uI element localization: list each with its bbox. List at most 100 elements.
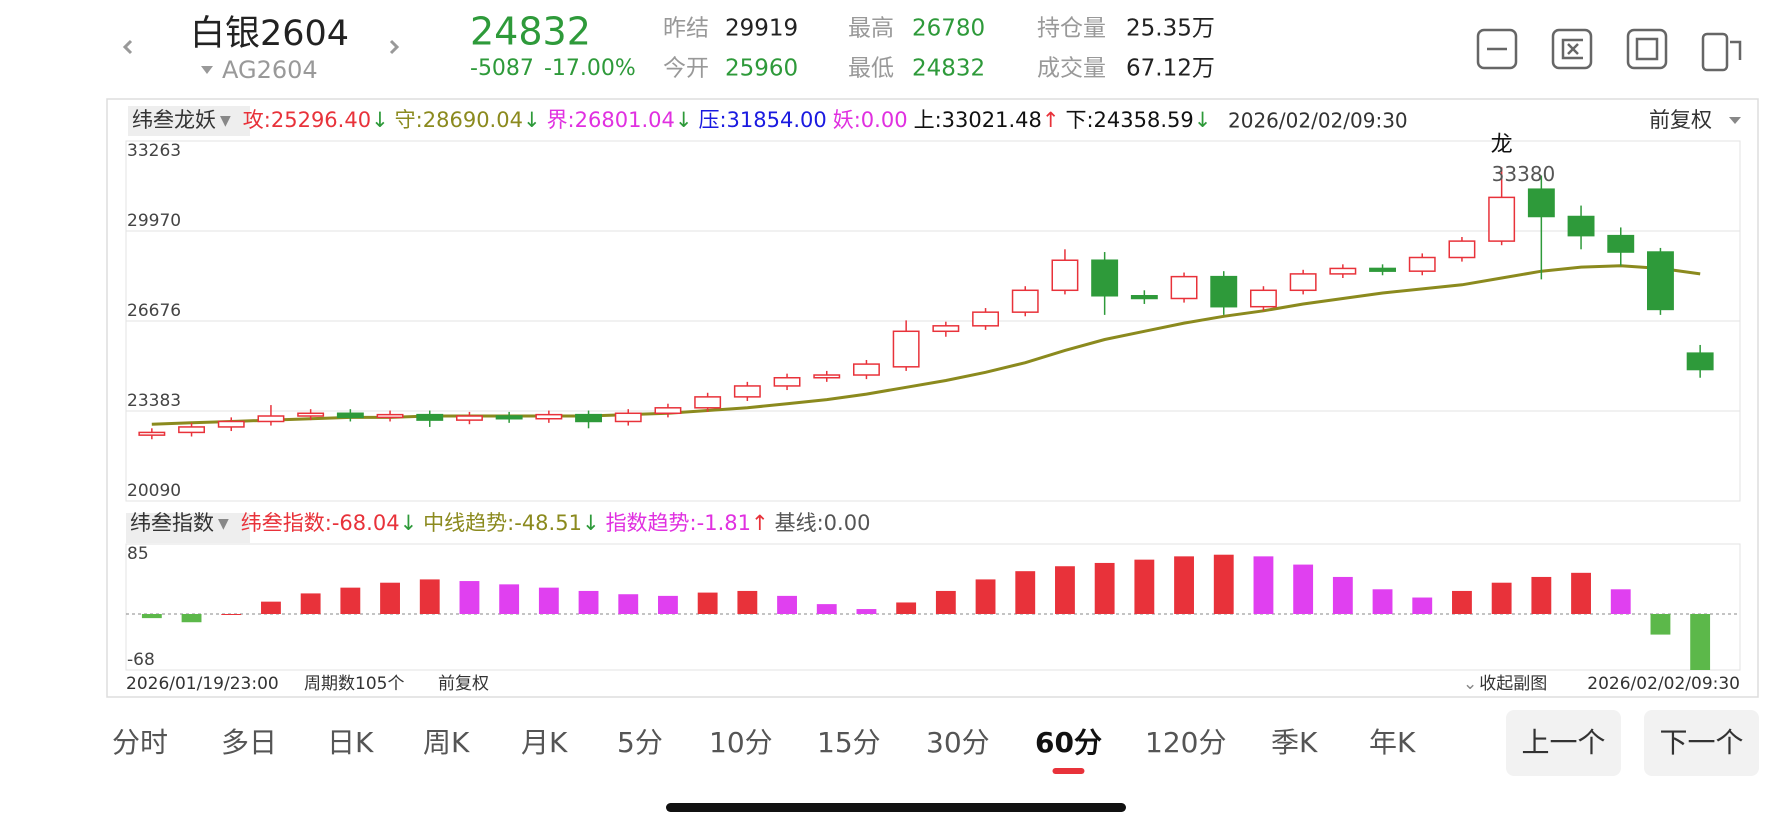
nav-button-bg[interactable] [1506, 710, 1621, 776]
sub-bar [1610, 589, 1631, 614]
icon-phone[interactable] [1701, 32, 1729, 72]
sub-bar [221, 614, 242, 615]
nav-button-bg[interactable] [1644, 710, 1759, 776]
sub-bar [1094, 562, 1115, 614]
y-tick-label: 33263 [127, 141, 181, 161]
indicator-name: 纬叁指数 [130, 511, 214, 535]
candle-body [217, 420, 245, 428]
icon-minimize[interactable] [1476, 28, 1518, 70]
stat-label: 最高 [848, 16, 894, 42]
sub-bar [697, 592, 718, 614]
candle-body [1567, 215, 1595, 237]
contract-code: AG2604 [222, 56, 318, 84]
candle-body [1408, 256, 1436, 272]
candle-body [773, 376, 801, 387]
sub-legend: 纬叁指数 ▼ 纬叁指数:-68.04↓ 中线趋势:-48.51↓ 指数趋势:-1.81↑… [130, 511, 870, 535]
sub-bar [1650, 614, 1671, 635]
start-time: 2026/01/19/23:00 [126, 674, 279, 694]
legend-arrow: ↓ [1194, 108, 1212, 132]
period-tab[interactable]: 月K [521, 726, 568, 759]
legend-arrow: ↓ [582, 511, 600, 535]
period-tab[interactable]: 日K [327, 726, 374, 759]
y-tick-label: 26676 [127, 301, 181, 321]
adjust-mode[interactable]: 前复权 [1649, 108, 1712, 132]
end-time: 2026/02/02/09:30 [1587, 674, 1740, 694]
icon-region[interactable] [1551, 28, 1593, 70]
period-tab[interactable]: 15分 [817, 726, 881, 759]
next-arrow[interactable] [389, 39, 400, 55]
candle-body [892, 330, 920, 368]
legend-arrow: ↓ [371, 108, 389, 132]
collapse-sub[interactable]: ⌄ 收起副图 [1463, 674, 1547, 694]
candle-body [257, 415, 285, 423]
candle-body [1051, 259, 1079, 292]
change-pct: -17.00% [544, 56, 636, 81]
sub-indicator-dropdown[interactable] [126, 513, 250, 543]
period-tab[interactable]: 10分 [709, 726, 773, 759]
dropdown-mark: ▼ [218, 516, 229, 532]
toolbar-icons [1476, 28, 1742, 72]
legend-arrow: ↓ [675, 108, 693, 132]
period-tab[interactable]: 60分 [1035, 726, 1102, 759]
sub-bar [300, 593, 321, 614]
candle-body [614, 412, 642, 423]
legend-item: 压:31854.00 [698, 108, 826, 132]
legend-item: 上:33021.48 [914, 108, 1042, 132]
legend-item: 界:26801.04 [547, 108, 675, 132]
nav-button[interactable]: 上一个 [1521, 726, 1605, 759]
chart-frame [106, 98, 1759, 698]
adjust-dropdown[interactable] [1729, 117, 1741, 124]
period-tab[interactable]: 年K [1369, 726, 1416, 759]
candle-body [376, 413, 404, 419]
icon-screen[interactable] [1626, 28, 1668, 70]
period-tab[interactable]: 30分 [926, 726, 990, 759]
sub-bar [380, 582, 400, 614]
main-legend: 纬叁龙妖 ▼ 攻:25296.40↓ 守:28690.04↓ 界:26801.04↓ 压:… [132, 108, 1211, 132]
legend-item: 基线:0.00 [775, 511, 871, 535]
stat-label: 昨结 [663, 16, 709, 42]
sub-bar [1412, 597, 1433, 614]
period-tab[interactable]: 120分 [1145, 726, 1226, 759]
icon-glyph [1567, 43, 1579, 55]
period-tab[interactable]: 5分 [617, 726, 663, 759]
sub-bar [1491, 582, 1512, 614]
period-tab[interactable]: 分时 [112, 726, 168, 759]
last-price: 24832 [470, 10, 591, 54]
ma-line [151, 264, 1701, 426]
candle-body [813, 374, 841, 379]
period-tab[interactable]: 多日 [221, 726, 277, 759]
y-tick-label: 23383 [127, 391, 181, 411]
period-tab[interactable]: 周K [423, 726, 470, 759]
stat-value: 25960 [725, 56, 798, 82]
indicator-dropdown[interactable] [128, 106, 250, 136]
candle-body [495, 415, 523, 420]
price-change: -5087 -17.00% [470, 56, 636, 81]
sub-y-tick-label: -68 [127, 650, 155, 670]
sub-bar [1293, 564, 1314, 614]
code-dropdown[interactable] [201, 66, 213, 74]
collapse-text[interactable]: 收起副图 [1479, 674, 1547, 694]
dropdown-mark: ▼ [220, 113, 231, 129]
candle-body [733, 385, 761, 398]
home-indicator [666, 803, 1126, 812]
sub-bar [538, 587, 559, 614]
candle-body [1249, 289, 1277, 308]
stat-label: 持仓量 [1037, 16, 1106, 42]
indicator-name: 纬叁龙妖 [132, 108, 216, 132]
period-tab[interactable]: 季K [1271, 726, 1318, 759]
sub-bar [777, 595, 797, 614]
sub-bar [459, 581, 480, 614]
sub-bar [1253, 556, 1274, 614]
sub-bar [1015, 571, 1036, 614]
candle-body [852, 363, 880, 376]
candle-body [1091, 259, 1119, 297]
nav-button[interactable]: 下一个 [1659, 726, 1743, 759]
candle-body [1289, 273, 1317, 292]
annotation: 33380 [1492, 162, 1556, 186]
prev-arrow[interactable] [122, 39, 133, 55]
legend-item: 妖:0.00 [833, 108, 908, 132]
legend-arrow: ↑ [1042, 108, 1060, 132]
y-tick-label: 29970 [127, 211, 181, 231]
annotation: 龙 [1491, 132, 1513, 157]
sub-bar [816, 604, 837, 614]
